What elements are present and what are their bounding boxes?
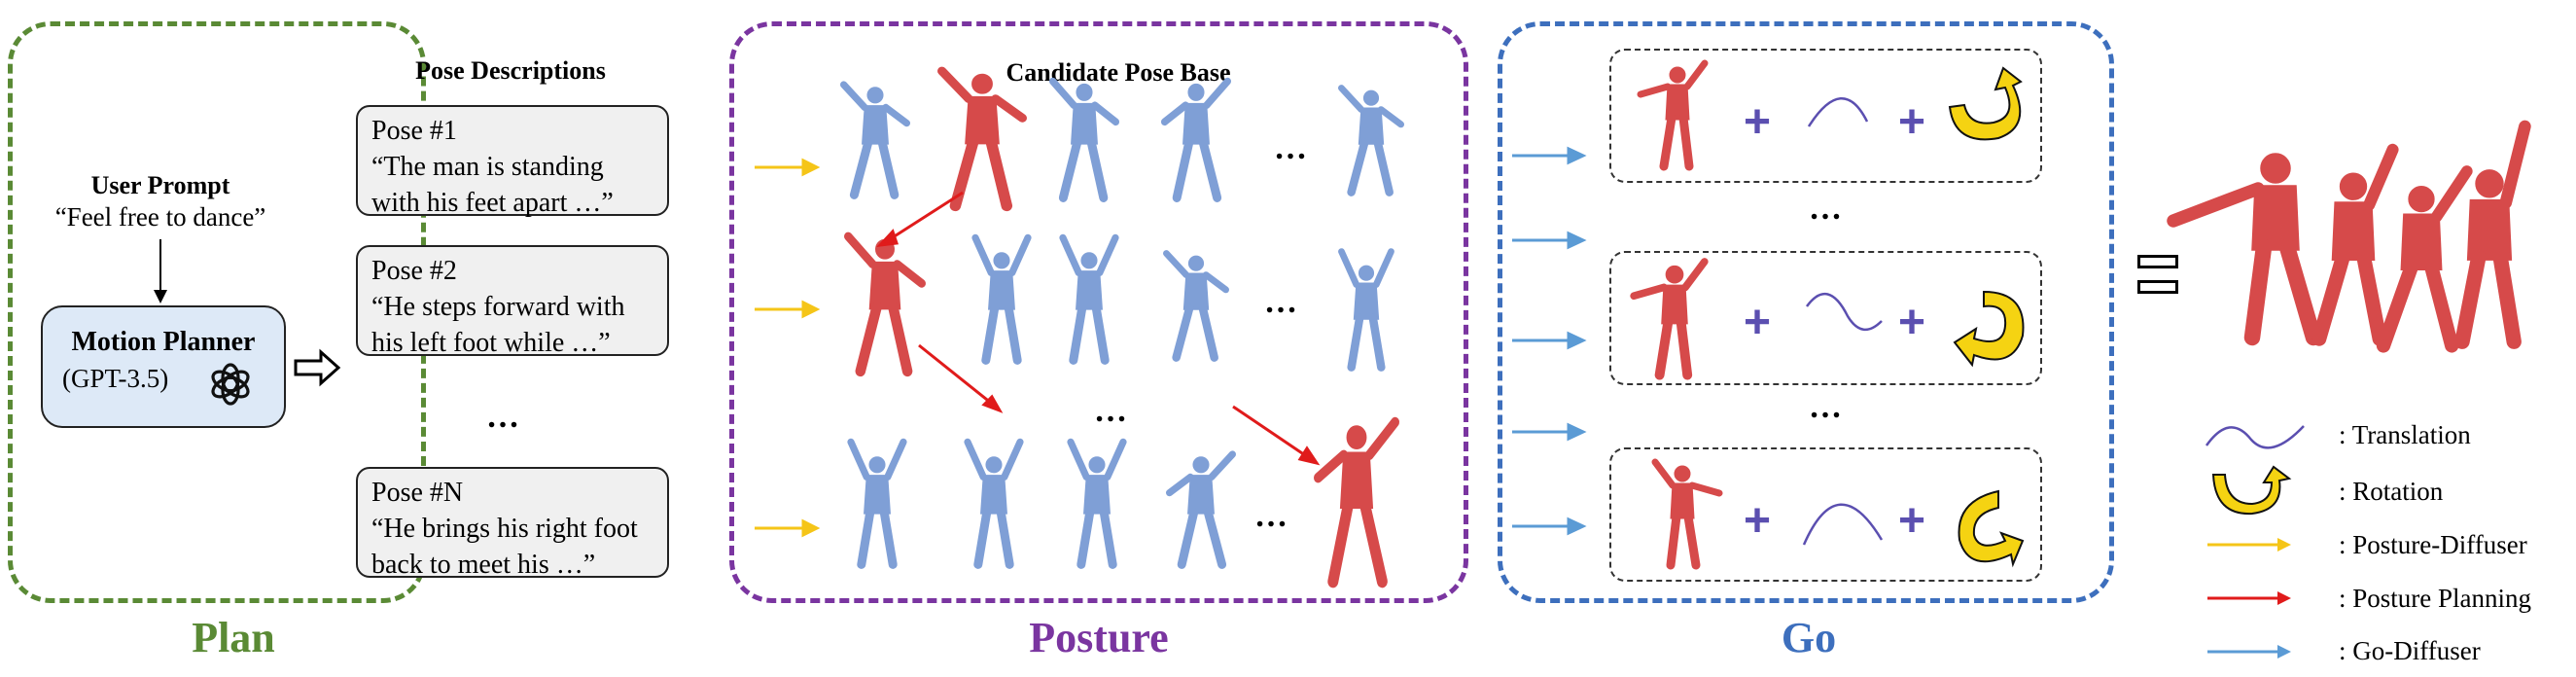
go-plus-1a: + — [1744, 96, 1772, 148]
go-motion-box-2 — [1609, 251, 2042, 385]
legend-posture-planning: : Posture Planning — [2339, 584, 2532, 613]
openai-logo-icon — [211, 363, 250, 406]
legend-posture-diffuser: : Posture-Diffuser — [2339, 530, 2527, 559]
rows-between-ellipsis: … — [1094, 393, 1133, 429]
posture-planning-arrows — [876, 191, 1321, 466]
pose-description-1: Pose #1 “The man is standing with his fe… — [356, 105, 669, 218]
go-ellipsis-2: … — [1809, 389, 1848, 425]
legend-go-diffuser: : Go-Diffuser — [2339, 636, 2481, 665]
motion-planner-box — [41, 305, 286, 428]
user-prompt-text: “Feel free to dance” — [54, 202, 266, 232]
planner-to-descriptions-arrow — [294, 348, 341, 387]
pose-description-2: Pose #2 “He steps forward with his left … — [356, 245, 669, 358]
posture-diffuser-arrows — [755, 158, 821, 538]
motion-planner-title: Motion Planner — [71, 327, 256, 357]
posture-title: Posture — [1029, 614, 1169, 661]
go-diffuser-arrows — [1512, 146, 1587, 536]
rotation-arrow-icon — [2211, 465, 2292, 516]
legend-translation: : Translation — [2339, 420, 2471, 449]
go-plus-2b: + — [1898, 297, 1926, 348]
legend-rotation: : Rotation — [2339, 477, 2444, 506]
go-plus-1b: + — [1898, 96, 1926, 148]
go-plus-3b: + — [1898, 495, 1926, 547]
equals-sign — [2137, 255, 2182, 300]
blue-arrow-icon — [2207, 645, 2291, 659]
wave-curve-icon — [2205, 425, 2305, 449]
prompt-to-planner-arrow — [154, 239, 167, 303]
go-panel — [1498, 21, 2114, 603]
yellow-arrow-icon — [2207, 538, 2291, 552]
plan-title: Plan — [192, 614, 275, 661]
go-title: Go — [1781, 614, 1837, 661]
rotation-icons — [1948, 66, 2025, 568]
row-3-ellipsis: … — [1254, 498, 1293, 534]
go-motion-box-1 — [1609, 49, 2042, 183]
motion-planner-model: (GPT-3.5) — [62, 364, 169, 393]
posture-panel — [729, 21, 1468, 603]
pose-description-n: Pose #N “He brings his right foot back t… — [356, 467, 669, 580]
row-2-ellipsis: … — [1264, 284, 1303, 320]
go-plus-2a: + — [1744, 297, 1772, 348]
row-1-ellipsis: … — [1274, 130, 1313, 166]
user-prompt-heading: User Prompt — [90, 171, 230, 199]
go-ellipsis-1: … — [1809, 191, 1848, 227]
go-plus-3a: + — [1744, 495, 1772, 547]
go-motion-box-3 — [1609, 447, 2042, 582]
pose-descriptions-heading: Pose Descriptions — [415, 56, 606, 85]
pose-descriptions-ellipsis: … — [486, 399, 525, 435]
candidate-pose-base-heading: Candidate Pose Base — [1006, 58, 1231, 87]
red-arrow-icon — [2207, 591, 2291, 605]
